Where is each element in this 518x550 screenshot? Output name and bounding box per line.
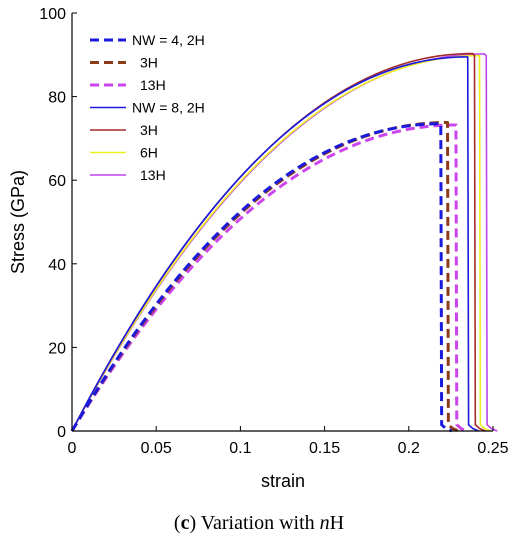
y-tick-label: 60 bbox=[48, 173, 66, 190]
y-axis-title: Stress (GPa) bbox=[8, 170, 28, 274]
caption-panel-letter: c bbox=[180, 512, 190, 534]
y-tick-label: 40 bbox=[48, 257, 66, 274]
x-tick-label: 0.05 bbox=[141, 440, 172, 457]
ticks: 0 0.05 0.1 0.15 0.2 0.25 0 20 40 60 80 100 bbox=[39, 6, 508, 457]
y-tick-label: 20 bbox=[48, 340, 66, 357]
axes bbox=[71, 13, 493, 432]
stress-strain-chart: 0 0.05 0.1 0.15 0.2 0.25 0 20 40 60 80 100 strain S… bbox=[8, 6, 509, 491]
figure-caption: (c) Variation with nH bbox=[0, 512, 518, 535]
series-line bbox=[70, 121, 460, 433]
x-tick-label: 0.1 bbox=[229, 440, 251, 457]
caption-suffix: H bbox=[329, 512, 345, 534]
x-tick-label: 0.15 bbox=[309, 440, 340, 457]
x-tick-label: 0.25 bbox=[477, 440, 508, 457]
legend-label: 3H bbox=[140, 55, 158, 71]
legend-label: 6H bbox=[140, 145, 158, 161]
caption-text: Variation with bbox=[196, 512, 320, 534]
y-tick-label: 0 bbox=[57, 424, 66, 441]
plot-lines bbox=[70, 52, 498, 433]
x-tick-label: 0.2 bbox=[398, 440, 420, 457]
caption-open-paren: ( bbox=[173, 512, 181, 534]
series-line bbox=[71, 56, 480, 432]
caption-variable: n bbox=[319, 512, 330, 534]
legend: NW = 4, 2H 3H 13H NW = 8, 2H 3H 6H 13H bbox=[90, 32, 205, 183]
legend-label: 3H bbox=[140, 122, 158, 138]
legend-label: NW = 4, 2H bbox=[132, 32, 205, 48]
legend-label: 13H bbox=[140, 77, 166, 93]
legend-label: NW = 8, 2H bbox=[132, 100, 205, 116]
y-tick-label: 100 bbox=[39, 6, 66, 23]
x-axis-title: strain bbox=[261, 471, 305, 491]
series-line bbox=[70, 123, 468, 433]
series-line bbox=[70, 122, 453, 433]
legend-label: 13H bbox=[140, 167, 166, 183]
x-tick-label: 0 bbox=[68, 440, 77, 457]
caption-close-paren: ) bbox=[189, 512, 197, 534]
y-tick-label: 80 bbox=[48, 90, 66, 107]
